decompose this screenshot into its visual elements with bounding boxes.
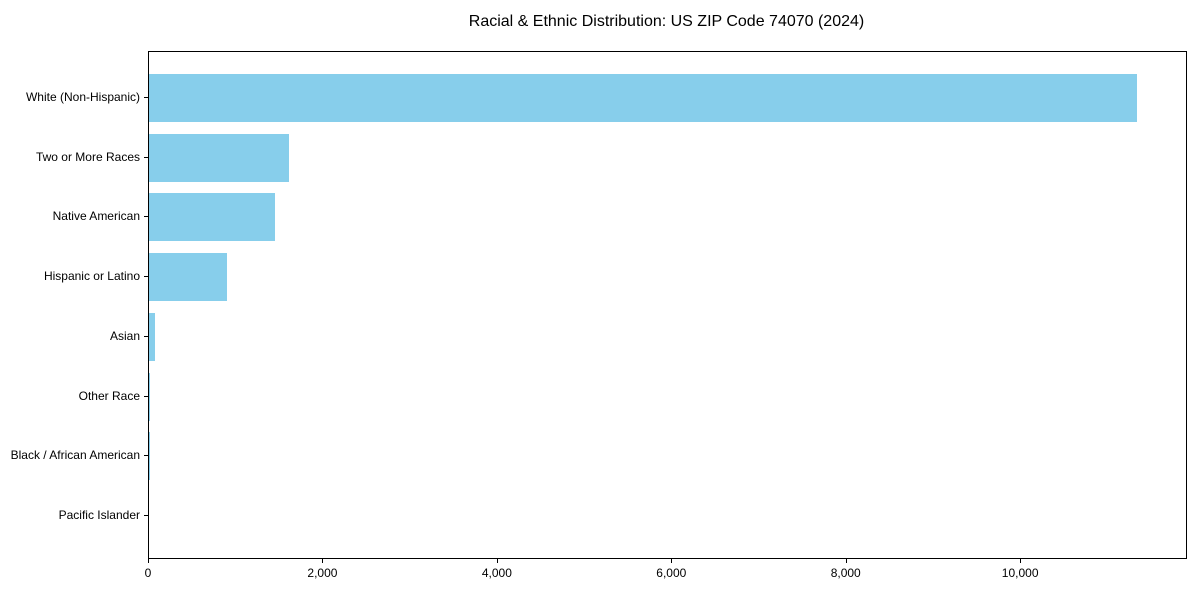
x-tick-mark xyxy=(671,559,673,563)
bar xyxy=(149,253,227,302)
y-tick-label: Pacific Islander xyxy=(58,507,140,522)
plot-area xyxy=(148,51,1187,559)
y-tick-mark xyxy=(144,395,148,397)
bar xyxy=(149,312,155,361)
x-tick-label: 6,000 xyxy=(656,566,687,580)
y-tick-mark xyxy=(144,156,148,158)
chart-title: Racial & Ethnic Distribution: US ZIP Cod… xyxy=(468,13,865,30)
x-tick-mark xyxy=(148,559,149,563)
x-tick-label: 2,000 xyxy=(307,566,338,580)
y-tick-mark xyxy=(144,216,148,218)
y-tick-label: Other Race xyxy=(78,388,140,403)
x-tick-mark xyxy=(322,559,324,563)
y-tick-label: Asian xyxy=(109,328,140,343)
y-tick-mark xyxy=(144,276,148,278)
x-tick-mark xyxy=(845,559,847,563)
bar xyxy=(149,193,276,242)
bar xyxy=(149,74,1138,122)
y-tick-label: Black / African American xyxy=(10,448,140,463)
y-tick-label: White (Non-Hispanic) xyxy=(25,90,140,104)
x-tick-mark xyxy=(1020,559,1022,563)
y-tick-mark xyxy=(144,514,148,516)
y-tick-label: Two or More Races xyxy=(35,149,140,164)
y-tick-mark xyxy=(144,97,148,98)
x-tick-label: 10,000 xyxy=(1001,566,1039,580)
y-tick-label: Hispanic or Latino xyxy=(43,269,140,284)
x-tick-label: 8,000 xyxy=(830,566,861,580)
bar xyxy=(149,432,150,481)
y-tick-mark xyxy=(144,455,148,457)
bar xyxy=(149,372,151,421)
x-tick-label: 0 xyxy=(144,566,152,580)
x-tick-mark xyxy=(496,559,498,563)
bar xyxy=(149,133,290,182)
x-tick-label: 4,000 xyxy=(481,566,512,580)
y-tick-label: Native American xyxy=(52,209,140,224)
y-tick-mark xyxy=(144,335,148,337)
